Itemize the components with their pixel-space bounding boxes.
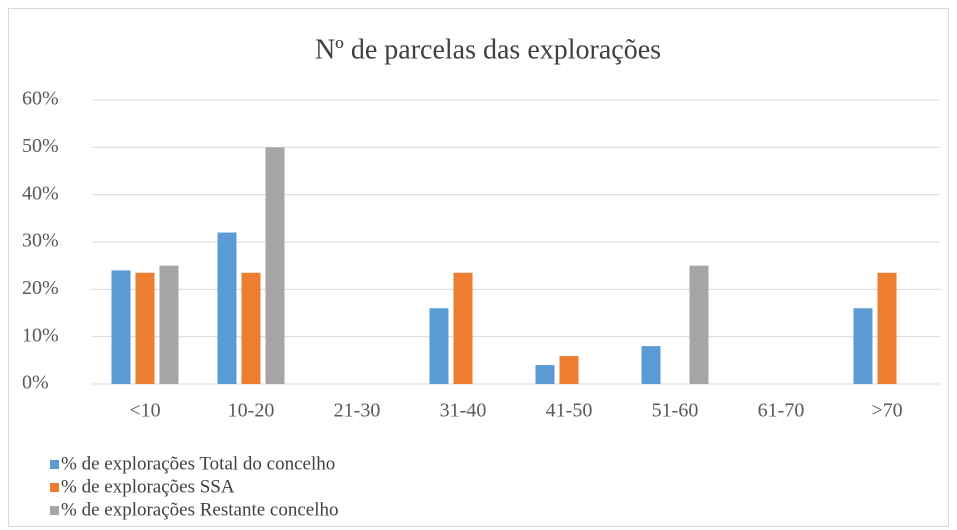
legend-swatch	[50, 483, 59, 492]
y-tick-label: 30%	[22, 230, 59, 252]
y-tick-label: 40%	[22, 182, 59, 204]
bar	[241, 272, 261, 384]
bar	[159, 265, 179, 384]
legend-label: % de explorações SSA	[61, 476, 235, 497]
x-tick-label: 31-40	[440, 400, 487, 422]
bar	[559, 356, 579, 384]
y-tick-label: 50%	[22, 135, 59, 157]
y-tick-label: 10%	[22, 324, 59, 346]
bar	[111, 270, 131, 384]
y-tick-label: 60%	[22, 88, 59, 110]
x-tick-label: >70	[871, 400, 902, 422]
x-tick-label: 51-60	[652, 400, 699, 422]
bar	[535, 365, 555, 384]
bar	[641, 346, 661, 384]
bar	[217, 232, 237, 384]
bar	[135, 272, 155, 384]
x-tick-label: 61-70	[758, 400, 805, 422]
chart-border	[8, 8, 949, 527]
bar	[265, 147, 285, 384]
y-tick-label: 20%	[22, 277, 59, 299]
chart-title: Nº de parcelas das explorações	[315, 34, 661, 65]
x-tick-label: 41-50	[546, 400, 593, 422]
y-tick-label: 0%	[22, 372, 49, 394]
legend-label: % de explorações Restante concelho	[61, 499, 339, 520]
x-tick-label: <10	[129, 400, 160, 422]
x-tick-label: 10-20	[228, 400, 275, 422]
x-tick-label: 21-30	[334, 400, 381, 422]
bar	[429, 308, 449, 384]
legend-swatch	[50, 460, 59, 469]
bar	[853, 308, 873, 384]
bar	[453, 272, 473, 384]
legend-label: % de explorações Total do concelho	[61, 453, 335, 474]
bar	[689, 265, 709, 384]
legend: % de explorações Total do concelho% de e…	[50, 453, 339, 520]
legend-swatch	[50, 506, 59, 515]
bar	[877, 272, 897, 384]
